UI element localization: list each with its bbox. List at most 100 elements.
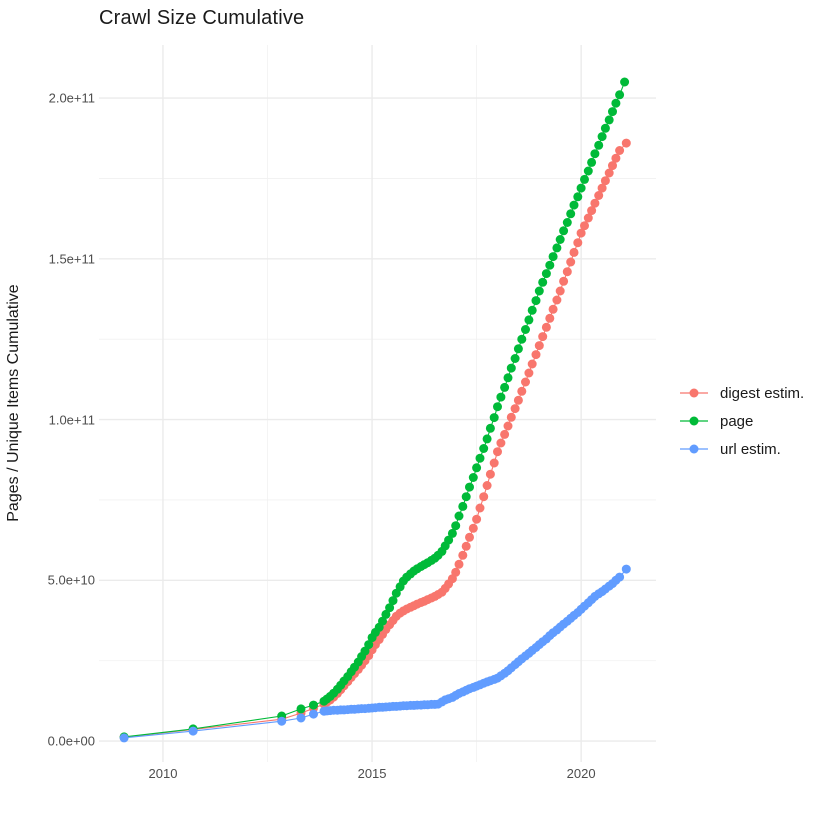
- data-point-digest-estim: [545, 313, 555, 323]
- data-point-digest-estim: [562, 267, 572, 277]
- data-point-page: [559, 226, 569, 236]
- data-point-page: [461, 492, 471, 502]
- legend-label: digest estim.: [720, 384, 805, 402]
- data-point-page: [566, 209, 576, 219]
- data-point-digest-estim: [485, 469, 495, 479]
- legend-key-icon: [680, 416, 708, 426]
- data-point-url-estim: [277, 716, 287, 726]
- page-title: Crawl Size Cumulative: [99, 7, 305, 29]
- data-point-page: [493, 402, 502, 412]
- data-point-digest-estim: [482, 481, 492, 490]
- data-point-digest-estim: [548, 304, 558, 314]
- data-point-page: [513, 344, 523, 354]
- data-point-page: [562, 218, 572, 227]
- data-point-page: [364, 640, 374, 650]
- data-point-url-estim: [296, 713, 306, 723]
- data-point-digest-estim: [590, 198, 600, 208]
- data-point-page: [309, 700, 318, 710]
- data-point-page: [600, 123, 610, 133]
- data-point-page: [500, 382, 510, 392]
- data-point-digest-estim: [496, 438, 506, 448]
- data-point-page: [531, 296, 541, 306]
- data-point-page: [444, 535, 454, 545]
- data-point-page: [608, 107, 617, 117]
- data-point-digest-estim: [517, 386, 527, 396]
- legend-key-icon: [680, 444, 708, 454]
- data-point-page: [472, 463, 482, 473]
- data-point-page: [388, 596, 398, 606]
- legend-item: url estim.: [678, 435, 804, 463]
- data-point-page: [496, 392, 506, 402]
- data-point-page: [569, 200, 579, 210]
- data-point-page: [385, 603, 395, 613]
- data-point-page: [548, 252, 558, 262]
- data-point-page: [503, 373, 513, 383]
- data-point-digest-estim: [576, 228, 586, 238]
- data-point-page: [482, 434, 492, 444]
- data-point-page: [465, 482, 474, 492]
- data-point-page: [517, 334, 527, 344]
- data-point-digest-estim: [468, 523, 478, 533]
- data-point-page: [451, 521, 461, 531]
- data-point-page: [381, 609, 391, 619]
- data-point-digest-estim: [461, 541, 471, 551]
- legend-key-dot: [689, 444, 699, 454]
- data-point-page: [587, 157, 597, 167]
- data-point-page: [620, 77, 630, 87]
- data-point-digest-estim: [566, 257, 576, 267]
- data-point-digest-estim: [513, 395, 523, 405]
- data-point-digest-estim: [555, 286, 565, 296]
- legend-item: digest estim.: [678, 379, 804, 407]
- data-point-page: [485, 423, 495, 433]
- data-point-digest-estim: [475, 503, 485, 513]
- data-point-page: [555, 235, 565, 244]
- data-point-digest-estim: [524, 368, 534, 378]
- data-point-digest-estim: [569, 247, 579, 257]
- legend-key-dot: [689, 416, 699, 426]
- data-point-digest-estim: [506, 412, 516, 422]
- data-point-digest-estim: [458, 550, 468, 560]
- data-point-page: [615, 90, 625, 100]
- data-point-digest-estim: [489, 458, 499, 468]
- data-point-page: [576, 183, 586, 193]
- legend-label: url estim.: [720, 440, 781, 458]
- data-point-page: [573, 192, 583, 202]
- data-point-digest-estim: [604, 168, 614, 178]
- data-point-page: [552, 243, 562, 253]
- data-point-page: [583, 166, 593, 176]
- data-point-page: [597, 132, 607, 142]
- data-point-page: [447, 528, 457, 538]
- data-point-digest-estim: [594, 191, 604, 200]
- data-point-page: [521, 325, 530, 334]
- data-point-page: [594, 140, 604, 150]
- data-point-digest-estim: [472, 514, 482, 524]
- data-point-digest-estim: [465, 532, 474, 542]
- data-point-page: [541, 269, 551, 279]
- data-point-digest-estim: [580, 221, 589, 231]
- data-point-digest-estim: [587, 206, 597, 216]
- legend-key-dot: [689, 388, 699, 398]
- y-tick-label: 1.5e+11: [48, 251, 95, 267]
- x-tick-label: 2015: [357, 766, 387, 781]
- data-point-url-estim: [188, 726, 198, 736]
- series-line-url-estim: [124, 568, 627, 739]
- legend-item: page: [678, 407, 804, 435]
- data-point-digest-estim: [527, 359, 537, 369]
- data-point-page: [590, 149, 600, 159]
- data-point-page: [468, 473, 478, 482]
- legend-label: page: [720, 412, 754, 430]
- data-point-page: [479, 444, 489, 453]
- data-point-page: [604, 115, 614, 125]
- data-point-page: [538, 277, 548, 287]
- data-point-digest-estim: [503, 421, 513, 431]
- data-point-page: [378, 616, 387, 626]
- data-point-page: [527, 305, 537, 315]
- data-point-page: [611, 98, 621, 108]
- data-point-digest-estim: [521, 377, 530, 387]
- data-point-page: [296, 704, 306, 714]
- data-point-url-estim: [119, 733, 129, 743]
- legend: digest estim. page url estim.: [678, 379, 804, 463]
- data-point-digest-estim: [541, 322, 551, 332]
- data-point-digest-estim: [451, 567, 461, 577]
